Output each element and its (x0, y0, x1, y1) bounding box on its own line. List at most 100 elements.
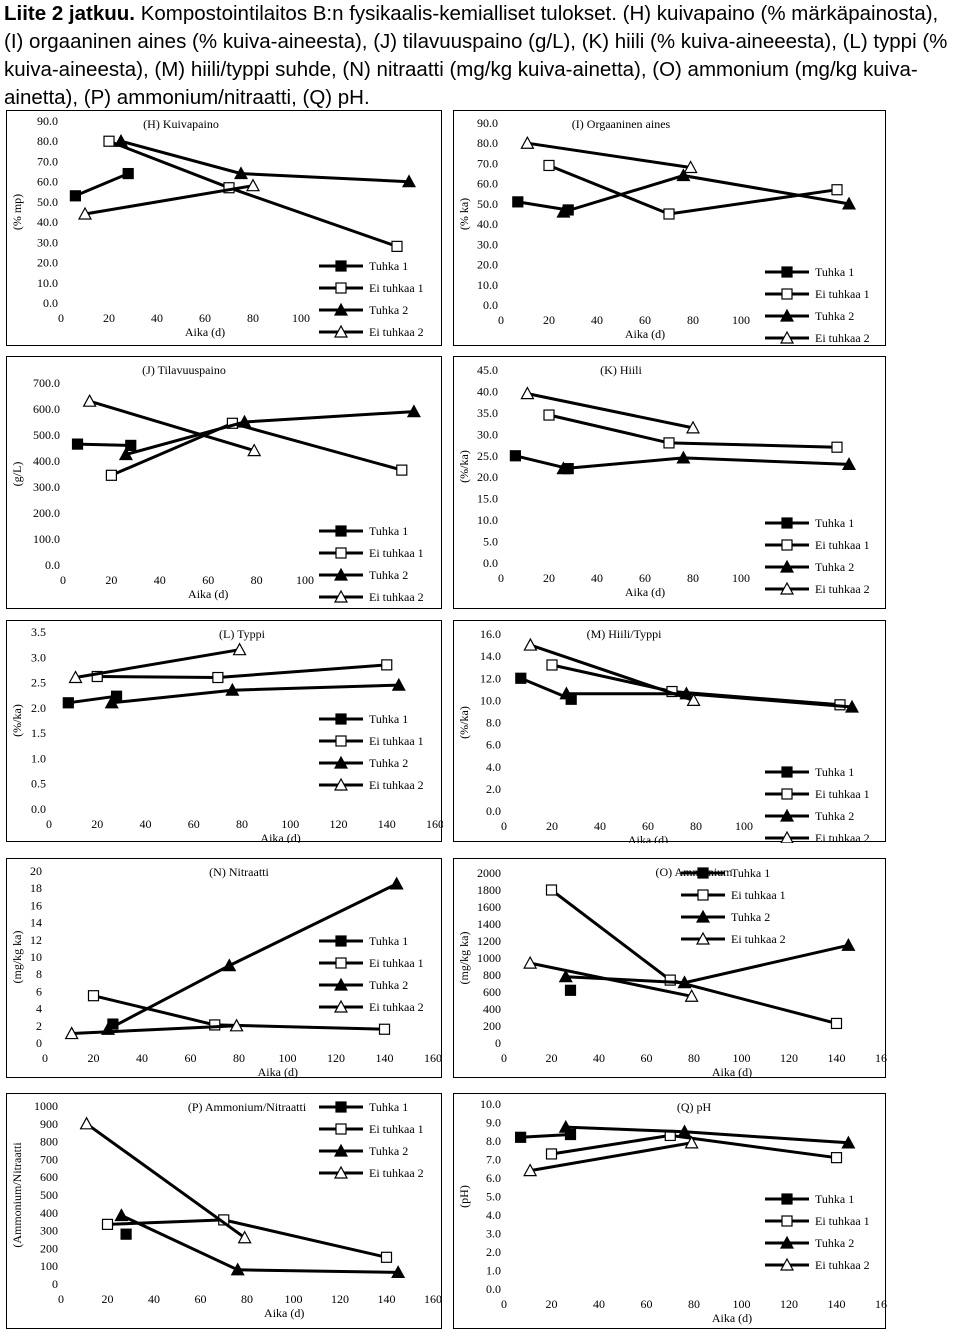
y-tick-label: 20.0 (477, 258, 498, 272)
series-ei-tuhkaa-1 (543, 409, 843, 453)
legend-label: Ei tuhkaa 2 (731, 932, 786, 946)
x-tick-label: 80 (247, 311, 259, 325)
legend-marker (779, 808, 795, 822)
x-tick-label: 60 (185, 1051, 197, 1065)
series-line (520, 1133, 571, 1139)
y-axis-label: (mg/kg ka) (10, 931, 24, 984)
y-tick-label: 40.0 (477, 217, 498, 231)
legend-label: Ei tuhkaa 1 (369, 956, 424, 970)
series-ei-tuhkaa-2 (520, 135, 698, 174)
series-tuhka-1 (564, 984, 577, 996)
x-tick-label: 80 (233, 1051, 245, 1065)
series-tuhka-2 (113, 133, 417, 188)
data-point (523, 955, 538, 969)
legend-marker (335, 282, 347, 294)
x-tick-label: 140 (376, 1051, 394, 1065)
data-point (233, 166, 249, 180)
legend-label: Tuhka 1 (369, 259, 408, 273)
data-point (114, 1208, 129, 1222)
data-point (82, 393, 97, 407)
x-axis-label: Aika (d) (625, 327, 665, 341)
legend-marker (781, 1215, 793, 1227)
y-tick-label: 0 (36, 1036, 42, 1050)
series-ei-tuhkaa-1 (105, 417, 408, 481)
series-tuhka-2 (556, 450, 857, 475)
legend-marker (781, 266, 793, 278)
data-point (118, 447, 133, 461)
legend-marker (335, 735, 347, 747)
chart-svg: 0.0 100.0 200.0 300.0 400.0 500.0 600.0 700.0 0 2… (10, 363, 424, 604)
data-point (101, 1218, 114, 1230)
legend-marker (333, 777, 349, 791)
x-tick-label: 80 (690, 819, 702, 833)
data-point (677, 975, 692, 989)
y-tick-label: 3.5 (31, 625, 46, 639)
x-tick-label: 140 (828, 1297, 846, 1311)
chart-title: (P) Ammonium/Nitraatti (188, 1100, 307, 1114)
legend-label: Tuhka 2 (369, 303, 408, 317)
x-axis-label: Aika (d) (188, 587, 228, 601)
x-tick-label: 20 (103, 311, 115, 325)
y-tick-label: 20.0 (477, 470, 498, 484)
chart-svg: 0 2 4 6 8 10 12 14 16 18 20 0 20 40 60 80 100 120 140 160 Ai… (10, 864, 442, 1079)
y-tick-label: 600.0 (33, 402, 60, 416)
y-tick-label: 15.0 (477, 492, 498, 506)
x-axis-label: Aika (d) (625, 585, 665, 599)
series-tuhka-2 (104, 677, 406, 709)
y-axis-label: (% mp) (10, 194, 24, 230)
y-tick-label: 90.0 (37, 114, 58, 128)
legend-marker (779, 559, 795, 573)
x-tick-label: 100 (279, 1051, 297, 1065)
data-point (545, 1148, 558, 1160)
data-point (515, 1131, 527, 1143)
y-tick-label: 1000 (477, 951, 501, 965)
legend-label: Tuhka 1 (815, 1192, 854, 1206)
x-tick-label: 40 (591, 571, 603, 585)
chart-panel-k: 0.0 5.0 10.0 15.0 20.0 25.0 30.0 35.0 40.0 45.0 0 2… (453, 356, 886, 609)
legend-label: Ei tuhkaa 1 (815, 287, 870, 301)
x-tick-label: 60 (639, 313, 651, 327)
y-tick-label: 50.0 (37, 195, 58, 209)
series-tuhka-2 (556, 168, 857, 218)
y-tick-label: 14.0 (480, 649, 501, 663)
data-point (684, 1135, 699, 1149)
x-tick-label: 100 (732, 571, 750, 585)
legend-label: Tuhka 2 (369, 756, 408, 770)
y-tick-label: 800 (483, 968, 501, 982)
legend-marker (335, 1123, 347, 1135)
data-point (543, 159, 555, 172)
series-ei-tuhkaa-2 (77, 178, 261, 220)
legend-label: Tuhka 2 (731, 910, 770, 924)
x-axis-label: Aika (d) (712, 1311, 752, 1325)
y-axis-label: (%/ka) (10, 704, 24, 737)
data-point (830, 1017, 843, 1030)
data-point (686, 693, 701, 706)
y-axis-label: (%/ka) (457, 450, 471, 483)
data-point (677, 1124, 692, 1138)
x-tick-label: 40 (593, 1051, 605, 1065)
legend-marker (333, 755, 349, 769)
x-tick-label: 160 (424, 1051, 442, 1065)
y-tick-label: 1.0 (31, 751, 46, 765)
series-line (89, 399, 255, 453)
x-tick-label: 40 (140, 817, 152, 831)
data-point (120, 1228, 132, 1240)
x-tick-label: 100 (285, 1292, 303, 1306)
data-point (558, 969, 573, 983)
series-ei-tuhkaa-2 (523, 955, 699, 1002)
legend: Tuhka 1 Ei tuhkaa 1 Tuhka 2 Ei tuhkaa 2 (765, 765, 870, 843)
y-tick-label: 1800 (477, 883, 501, 897)
x-tick-label: 140 (378, 1292, 396, 1306)
legend-label: Tuhka 2 (815, 560, 854, 574)
legend: Tuhka 1 Ei tuhkaa 1 Tuhka 2 Ei tuhkaa 2 (319, 259, 424, 339)
chart-title: (M) Hiili/Typpi (587, 627, 662, 641)
data-point (77, 206, 93, 220)
y-tick-label: 80.0 (477, 136, 498, 150)
legend-marker (781, 517, 793, 529)
y-tick-label: 200 (483, 1019, 501, 1033)
data-point (664, 974, 676, 986)
series-line (68, 694, 117, 705)
legend-label: Ei tuhkaa 2 (815, 831, 870, 843)
legend-label: Tuhka 1 (815, 265, 854, 279)
series-tuhka-1 (515, 1128, 577, 1143)
